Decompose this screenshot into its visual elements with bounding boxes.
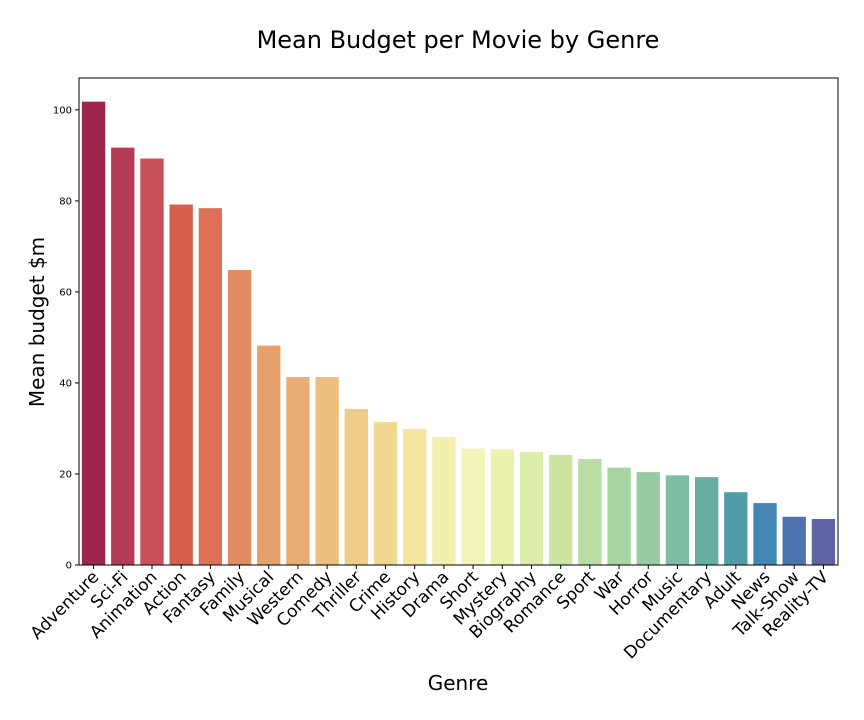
plot-frame — [78, 77, 839, 566]
bar-action — [169, 204, 193, 565]
y-tick-label: 80 — [59, 196, 72, 207]
y-tick-label: 100 — [53, 105, 72, 116]
x-axis-label: Genre — [428, 671, 489, 695]
y-tick-label: 60 — [59, 287, 72, 298]
bar-sci-fi — [111, 147, 135, 565]
bar-drama — [432, 437, 456, 565]
bar-sport — [578, 458, 602, 565]
bar-fantasy — [198, 208, 223, 566]
bar-crime — [373, 422, 398, 565]
bar-comedy — [315, 377, 339, 565]
bar-news — [753, 503, 777, 565]
y-tick-label: 20 — [59, 469, 72, 480]
y-tick-label: 40 — [59, 378, 72, 389]
bar-mystery — [490, 449, 514, 565]
bar-family — [227, 270, 252, 565]
plot-area: 020406080100AdventureSci-FiAnimationActi… — [27, 77, 839, 663]
bar-history — [403, 428, 427, 565]
bar-documentary — [694, 477, 719, 565]
bar-talk-show — [782, 516, 806, 565]
chart-title: Mean Budget per Movie by Genre — [257, 26, 660, 54]
bar-biography — [519, 452, 544, 565]
y-tick-label: 0 — [66, 561, 72, 572]
bar-western — [286, 377, 310, 565]
bar-music — [665, 475, 690, 565]
bar-animation — [140, 158, 164, 565]
bar-reality-tv — [811, 519, 836, 565]
bar-romance — [549, 454, 573, 565]
bar-horror — [636, 472, 660, 565]
bar-adventure — [81, 101, 106, 566]
bar-war — [607, 467, 631, 565]
y-axis-label: Mean budget $m — [25, 237, 49, 407]
bar-thriller — [344, 408, 368, 565]
bar-adult — [724, 492, 748, 565]
bar-short — [461, 448, 485, 565]
bar-musical — [257, 345, 281, 565]
